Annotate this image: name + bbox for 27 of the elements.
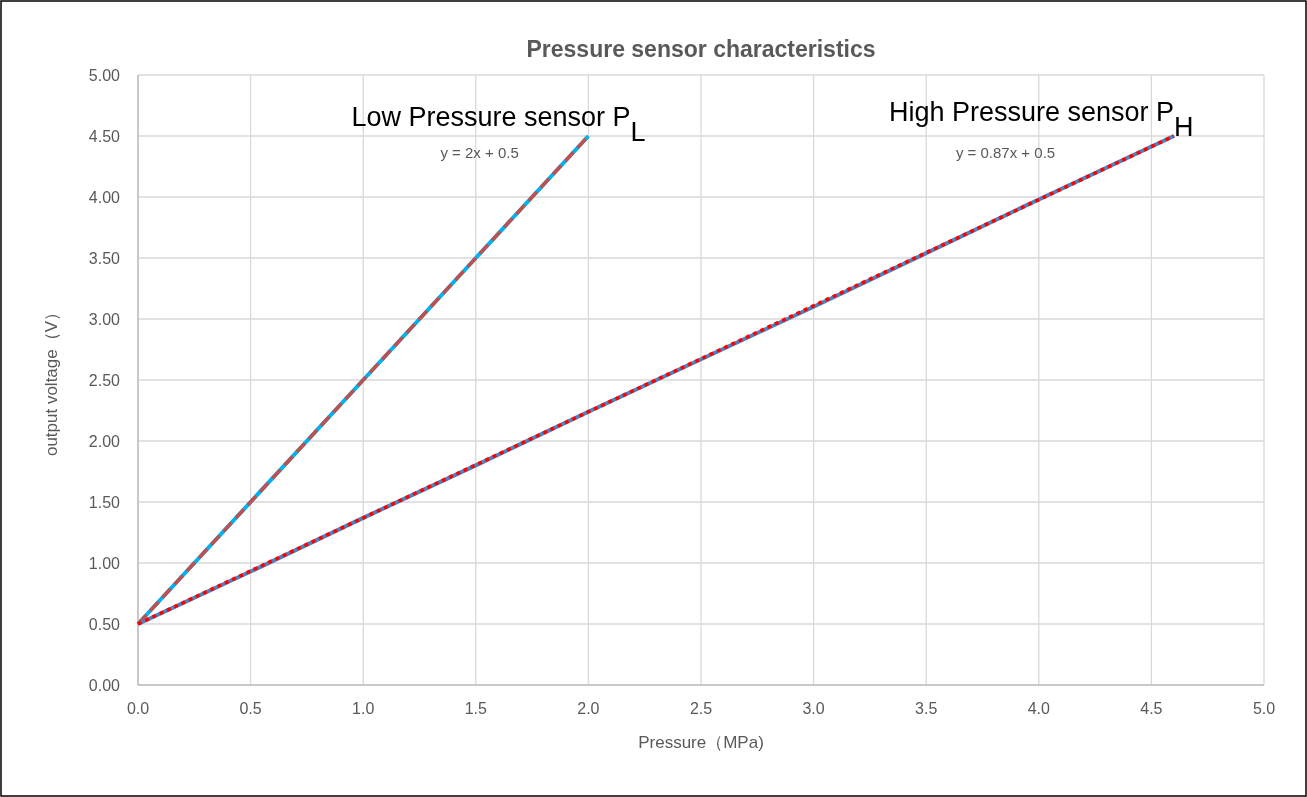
y-tick-label: 1.00 — [88, 555, 121, 572]
x-tick-label: 2.0 — [577, 700, 600, 717]
annotation: y = 2x + 0.5 — [440, 144, 519, 161]
x-tick-label: 0.0 — [126, 700, 150, 717]
y-tick-label: 0.50 — [88, 616, 121, 633]
x-tick-label: 0.5 — [239, 700, 262, 717]
y-tick-label: 4.50 — [88, 128, 121, 145]
y-tick-label: 0.00 — [88, 677, 121, 694]
x-tick-label: 3.0 — [802, 700, 825, 717]
chart-title: Pressure sensor characteristics — [526, 36, 876, 62]
x-tick-label: 4.5 — [1140, 700, 1163, 717]
x-axis-title: Pressure（MPa) — [638, 733, 764, 752]
x-tick-label: 1.5 — [464, 700, 488, 717]
x-tick-label: 5.0 — [1252, 700, 1276, 717]
x-tick-label: 4.0 — [1027, 700, 1051, 717]
annotation: y = 0.87x + 0.5 — [955, 144, 1056, 161]
y-axis-title: output voltage（V） — [42, 303, 61, 457]
y-tick-label: 2.50 — [88, 372, 121, 389]
y-tick-label: 2.00 — [88, 433, 121, 450]
x-tick-label: 1.0 — [352, 700, 375, 717]
y-tick-label: 3.00 — [88, 311, 121, 328]
x-tick-label: 2.5 — [689, 700, 713, 717]
y-tick-label: 5.00 — [88, 67, 121, 84]
y-tick-label: 1.50 — [88, 494, 121, 511]
x-tick-label: 3.5 — [915, 700, 938, 717]
y-tick-label: 3.50 — [88, 250, 121, 267]
y-tick-label: 4.00 — [88, 189, 121, 206]
